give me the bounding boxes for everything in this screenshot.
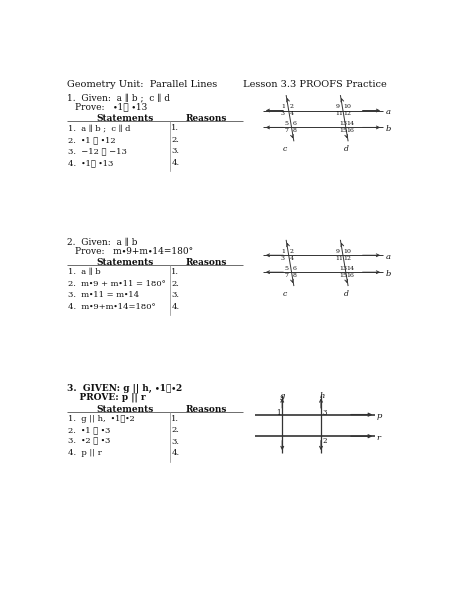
- Text: 7: 7: [284, 128, 288, 133]
- Text: 4.: 4.: [171, 449, 179, 457]
- Text: Reasons: Reasons: [185, 115, 226, 124]
- Text: 10: 10: [343, 249, 351, 254]
- Text: 10: 10: [343, 104, 351, 109]
- Text: 3.  m∙11 = m∙14: 3. m∙11 = m∙14: [68, 292, 139, 299]
- Text: 2.: 2.: [171, 426, 179, 434]
- Text: 3.  ∙2 ≅ ∙3: 3. ∙2 ≅ ∙3: [68, 438, 111, 446]
- Text: Reasons: Reasons: [185, 259, 226, 268]
- Text: 13: 13: [338, 266, 346, 271]
- Text: 2: 2: [289, 249, 293, 254]
- Text: b: b: [385, 125, 390, 133]
- Text: PROVE: p || r: PROVE: p || r: [67, 392, 145, 402]
- Text: 4: 4: [289, 256, 293, 261]
- Text: 3.  −12 ≅ −13: 3. −12 ≅ −13: [68, 148, 127, 155]
- Text: 13: 13: [338, 121, 346, 126]
- Text: d: d: [343, 290, 348, 298]
- Text: 1: 1: [275, 409, 280, 417]
- Text: 1.  a ∥ b ;  c ∥ d: 1. a ∥ b ; c ∥ d: [68, 124, 130, 133]
- Text: p: p: [376, 412, 381, 421]
- Text: c: c: [282, 145, 286, 153]
- Text: Statements: Statements: [96, 115, 153, 124]
- Text: d: d: [343, 145, 348, 153]
- Text: 9: 9: [335, 104, 339, 109]
- Text: Prove:   ∙1≅ ∙13: Prove: ∙1≅ ∙13: [74, 103, 146, 112]
- Text: 5: 5: [284, 266, 288, 271]
- Text: 2: 2: [289, 104, 293, 109]
- Text: 4.: 4.: [171, 159, 179, 167]
- Text: c: c: [282, 290, 286, 298]
- Text: 1.  g || h,  ∙1≅∙2: 1. g || h, ∙1≅∙2: [68, 415, 135, 422]
- Text: 1: 1: [281, 249, 285, 254]
- Text: 3.: 3.: [171, 438, 179, 446]
- Text: 11: 11: [335, 111, 342, 116]
- Text: Prove:   m∙9+m∙14=180°: Prove: m∙9+m∙14=180°: [74, 247, 192, 256]
- Text: a: a: [385, 108, 390, 116]
- Text: b: b: [385, 270, 390, 278]
- Text: 2.: 2.: [171, 136, 179, 144]
- Text: 4.  ∙1≅ ∙13: 4. ∙1≅ ∙13: [68, 159, 113, 167]
- Text: 9: 9: [335, 249, 339, 254]
- Text: Geometry Unit:  Parallel Lines: Geometry Unit: Parallel Lines: [67, 80, 217, 89]
- Text: 8: 8: [291, 128, 296, 133]
- Text: 2.  ∙1 ≅ ∙3: 2. ∙1 ≅ ∙3: [68, 426, 111, 434]
- Text: 2: 2: [322, 437, 326, 445]
- Text: Reasons: Reasons: [185, 404, 226, 413]
- Text: 16: 16: [346, 273, 354, 278]
- Text: 1.  Given:  a ∥ b ;  c ∥ d: 1. Given: a ∥ b ; c ∥ d: [67, 94, 169, 103]
- Text: 3.: 3.: [171, 148, 179, 155]
- Text: 15: 15: [338, 128, 346, 133]
- Text: 6: 6: [291, 121, 296, 126]
- Text: h: h: [319, 392, 324, 400]
- Text: 12: 12: [343, 111, 351, 116]
- Text: 2.  ∙1 ≅ ∙12: 2. ∙1 ≅ ∙12: [68, 136, 116, 144]
- Text: 4: 4: [289, 111, 293, 116]
- Text: 11: 11: [335, 256, 342, 261]
- Text: 4.: 4.: [171, 303, 179, 311]
- Text: 1.: 1.: [171, 268, 179, 277]
- Text: 3.  GIVEN: g || h, ∙1≅∙2: 3. GIVEN: g || h, ∙1≅∙2: [67, 384, 182, 394]
- Text: 1: 1: [281, 104, 285, 109]
- Text: 4.  m∙9+m∙14=180°: 4. m∙9+m∙14=180°: [68, 303, 156, 311]
- Text: r: r: [376, 434, 380, 442]
- Text: 3.: 3.: [171, 292, 179, 299]
- Text: 8: 8: [291, 273, 296, 278]
- Text: 12: 12: [343, 256, 351, 261]
- Text: 14: 14: [346, 266, 354, 271]
- Text: 3: 3: [322, 409, 326, 417]
- Text: 5: 5: [284, 121, 288, 126]
- Text: 4.  p || r: 4. p || r: [68, 449, 102, 457]
- Text: Lesson 3.3 PROOFS Practice: Lesson 3.3 PROOFS Practice: [243, 80, 386, 89]
- Text: 6: 6: [291, 266, 296, 271]
- Text: 2.  m∙9 + m∙11 = 180°: 2. m∙9 + m∙11 = 180°: [68, 280, 166, 288]
- Text: 16: 16: [346, 128, 354, 133]
- Text: 3: 3: [280, 256, 284, 261]
- Text: 2.: 2.: [171, 280, 179, 288]
- Text: 7: 7: [284, 273, 288, 278]
- Text: g: g: [280, 392, 285, 400]
- Text: 1.: 1.: [171, 415, 179, 422]
- Text: 3: 3: [280, 111, 284, 116]
- Text: Statements: Statements: [96, 404, 153, 413]
- Text: 1.: 1.: [171, 124, 179, 133]
- Text: 14: 14: [346, 121, 354, 126]
- Text: 15: 15: [338, 273, 346, 278]
- Text: 2.  Given:  a ∥ b: 2. Given: a ∥ b: [67, 238, 137, 247]
- Text: a: a: [385, 253, 390, 261]
- Text: 1.  a ∥ b: 1. a ∥ b: [68, 268, 101, 277]
- Text: Statements: Statements: [96, 259, 153, 268]
